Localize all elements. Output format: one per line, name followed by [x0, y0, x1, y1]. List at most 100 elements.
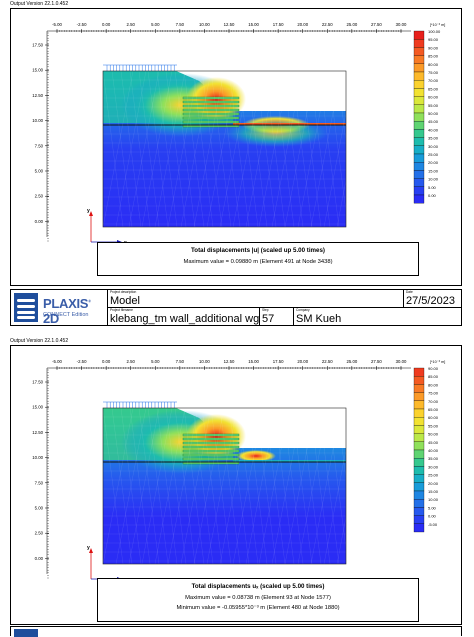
geogrid-layer [182, 100, 240, 104]
mesh-line [180, 407, 212, 565]
mesh-line [111, 70, 133, 228]
x-tick-label: 27.50 [371, 22, 382, 27]
legend-swatch [413, 121, 425, 130]
mesh-line [102, 407, 134, 565]
bench-surface [233, 123, 346, 125]
mesh-line [180, 70, 212, 228]
legend-label: 55.00 [428, 103, 439, 108]
mesh-line [147, 70, 169, 228]
legend-unit: [*10⁻³ m] [430, 360, 445, 364]
legend-swatch [413, 400, 425, 410]
plaxis-logo: PLAXIS® 2D CONNECT Edition [11, 290, 107, 326]
legend-label: 35.00 [428, 456, 439, 461]
mesh-line [141, 70, 173, 228]
y-tick-label: 2.50 [35, 194, 44, 199]
mesh-line [237, 70, 259, 228]
project-filename-label: Project filename [110, 308, 133, 312]
legend-label: 20.00 [428, 160, 439, 165]
heave-zone-outer [224, 119, 328, 147]
y-tick-label: 17.50 [32, 380, 43, 385]
legend-label: 35.00 [428, 136, 439, 141]
mesh-line [264, 70, 286, 228]
mesh-line [129, 70, 151, 228]
caption-title: Total displacements uₓ (scaled up 5.00 t… [191, 583, 325, 590]
mesh-line [210, 70, 232, 228]
title-block-partial [10, 626, 462, 637]
mesh-line [111, 407, 133, 565]
project-description-value: Model [110, 295, 140, 307]
mesh-line [336, 70, 368, 228]
mesh-line [165, 407, 187, 565]
legend-label: 5.00 [428, 185, 437, 190]
legend-swatch [413, 129, 425, 138]
legend-swatch [413, 88, 425, 97]
x-tick-label: -5.00 [52, 22, 62, 27]
y-tick-label: 15.00 [32, 405, 43, 410]
legend-swatch [413, 441, 425, 451]
mesh-line [183, 407, 205, 565]
legend-swatch [413, 153, 425, 163]
x-tick-label: 17.50 [273, 22, 284, 27]
legend-label: 50.00 [428, 432, 439, 437]
legend-label: 80.00 [428, 62, 439, 67]
displacement-plot: -5.00 -2.50 0.00 2.50 5.00 7.50 10.00 12.50 15.0… [32, 22, 445, 246]
caption-box: Total displacements |u| (scaled up 5.00 … [97, 242, 419, 276]
legend-swatch [413, 458, 425, 467]
legend-label: 85.00 [428, 54, 439, 59]
caption-line: Maximum value = 0.09880 m (Element 491 a… [183, 259, 333, 265]
legend-swatch [413, 466, 425, 475]
legend-label: 0.00 [428, 193, 437, 198]
mesh-line [345, 70, 367, 228]
project-filename-cell: Project filename klebang_tm wall_additio… [107, 308, 259, 325]
mesh-line [273, 70, 295, 228]
mesh-line [246, 70, 268, 228]
legend-label: 25.00 [428, 473, 439, 478]
x-tick-label: 25.00 [346, 359, 357, 364]
mesh-line [120, 407, 142, 565]
brand-name: PLAXIS® 2D [43, 296, 91, 326]
mesh [102, 407, 368, 565]
x-tick-label: 15.00 [248, 359, 259, 364]
legend-label: 20.00 [428, 481, 439, 486]
caption-line: Maximum value = 0.08738 m (Element 93 at… [185, 595, 331, 601]
step-label: Step [262, 308, 269, 312]
mesh-line [232, 70, 264, 228]
mesh-line [167, 407, 199, 565]
x-tick-label: 2.50 [127, 22, 136, 27]
legend-swatch [413, 47, 425, 56]
mesh-line [228, 70, 250, 228]
mesh-line [192, 70, 214, 228]
mesh-line [219, 70, 241, 228]
mesh-line [206, 407, 238, 565]
project-filename-value: klebang_tm wall_additional wg [110, 313, 260, 325]
x-tick-label: 22.50 [322, 22, 333, 27]
mesh-line [201, 407, 223, 565]
mesh-line [284, 407, 316, 565]
legend-swatch [413, 186, 425, 196]
caption-line: Minimum value = -0.05955*10⁻³ m (Element… [176, 605, 340, 611]
y-tick-label: 10.00 [32, 455, 43, 460]
legend-label: 70.00 [428, 399, 439, 404]
legend-label: 50.00 [428, 111, 439, 116]
legend-swatch [413, 384, 425, 393]
legend-swatch [413, 367, 425, 377]
legend-swatch [413, 30, 425, 40]
x-tick-label: 10.00 [199, 359, 210, 364]
legend-swatch [413, 63, 425, 73]
mesh-line [245, 70, 277, 228]
legend-label: 80.00 [428, 382, 439, 387]
x-tick-label: 20.00 [297, 359, 308, 364]
date-value: 27/5/2023 [406, 295, 455, 307]
mesh-line [300, 70, 322, 228]
legend-label: 40.00 [428, 448, 439, 453]
x-tick-label: -2.50 [77, 22, 87, 27]
mesh-line [255, 407, 277, 565]
legend-label: 95.00 [428, 37, 439, 42]
legend-swatch [413, 499, 425, 508]
y-tick-label: 7.50 [35, 143, 44, 148]
legend-label: 15.00 [428, 168, 439, 173]
legend-label: 55.00 [428, 423, 439, 428]
legend-label: 90.00 [428, 366, 439, 371]
geogrid-layer [182, 445, 240, 449]
mesh-line [310, 407, 342, 565]
